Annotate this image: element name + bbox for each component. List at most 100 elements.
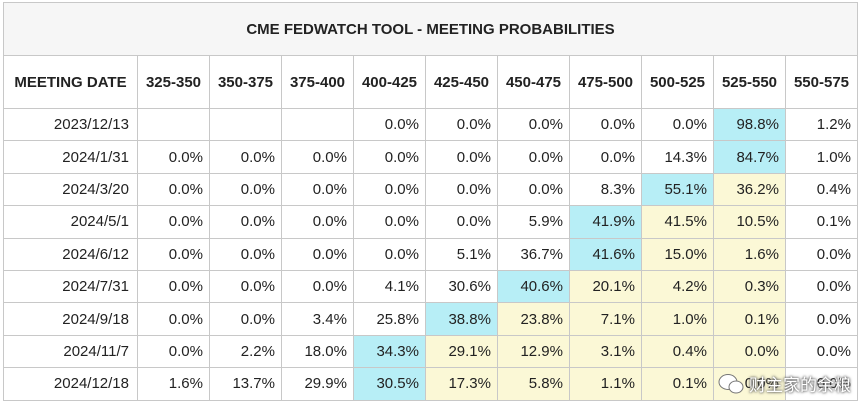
probability-cell: 0.0% bbox=[353, 237, 426, 271]
probability-cell: 55.1% bbox=[641, 172, 714, 207]
probability-cell: 41.6% bbox=[569, 237, 642, 271]
probability-cell: 40.6% bbox=[497, 269, 570, 304]
probability-cell: 0.0% bbox=[569, 140, 642, 174]
probability-cell: 0.0% bbox=[425, 172, 498, 207]
probability-cell: 30.5% bbox=[353, 367, 426, 401]
column-header: 375-400 bbox=[281, 55, 354, 109]
probability-cell: 0.0% bbox=[641, 107, 714, 142]
column-header: 525-550 bbox=[713, 55, 786, 109]
probability-cell: 14.3% bbox=[641, 140, 714, 174]
meeting-date: 2024/1/31 bbox=[3, 140, 138, 174]
probability-cell: 4.1% bbox=[353, 269, 426, 304]
probability-cell: 0.0% bbox=[137, 205, 210, 239]
probability-cell: 1.0% bbox=[785, 140, 858, 174]
probability-cell: 13.7% bbox=[209, 367, 282, 401]
probability-cell bbox=[137, 107, 210, 142]
probability-cell: 0.0% bbox=[137, 302, 210, 336]
table-row: 2024/3/20 0.0% 0.0% 0.0% 0.0% 0.0% 0.0% 8.3% 55.… bbox=[3, 172, 858, 207]
probability-cell: 5.1% bbox=[425, 237, 498, 271]
probability-cell bbox=[281, 107, 354, 142]
probability-cell: 3.1% bbox=[569, 334, 642, 369]
probability-cell: 1.6% bbox=[713, 237, 786, 271]
watermark: 财主家的余粮 bbox=[718, 371, 851, 396]
probability-cell: 34.3% bbox=[353, 334, 426, 369]
probability-cell: 0.0% bbox=[137, 237, 210, 271]
column-header: 475-500 bbox=[569, 55, 642, 109]
probability-cell: 0.3% bbox=[713, 269, 786, 304]
table-wrap: CME FEDWATCH TOOL - MEETING PROBABILITIE… bbox=[3, 2, 858, 401]
meeting-date: 2024/5/1 bbox=[3, 205, 138, 239]
probability-cell: 1.0% bbox=[641, 302, 714, 336]
table-row: 2024/11/7 0.0% 2.2% 18.0% 34.3% 29.1% 12.9% 3.1… bbox=[3, 334, 858, 369]
probability-cell: 2.2% bbox=[209, 334, 282, 369]
probability-cell: 0.4% bbox=[641, 334, 714, 369]
probability-cell: 0.1% bbox=[785, 205, 858, 239]
probability-cell: 84.7% bbox=[713, 140, 786, 174]
column-header: 500-525 bbox=[641, 55, 714, 109]
probability-cell: 0.1% bbox=[641, 367, 714, 401]
meeting-date: 2024/12/18 bbox=[3, 367, 138, 401]
column-header: MEETING DATE bbox=[3, 55, 138, 109]
probability-cell: 41.9% bbox=[569, 205, 642, 239]
probability-cell: 20.1% bbox=[569, 269, 642, 304]
probability-cell: 29.1% bbox=[425, 334, 498, 369]
meeting-date: 2024/6/12 bbox=[3, 237, 138, 271]
probability-cell: 0.0% bbox=[281, 172, 354, 207]
probability-cell: 0.0% bbox=[209, 140, 282, 174]
probability-cell: 1.6% bbox=[137, 367, 210, 401]
probability-cell: 0.0% bbox=[281, 140, 354, 174]
table-head: CME FEDWATCH TOOL - MEETING PROBABILITIE… bbox=[3, 2, 858, 109]
probability-cell: 4.2% bbox=[641, 269, 714, 304]
probability-cell: 0.1% bbox=[713, 302, 786, 336]
probability-cell: 0.0% bbox=[425, 205, 498, 239]
table-title: CME FEDWATCH TOOL - MEETING PROBABILITIE… bbox=[3, 2, 858, 56]
probability-cell: 0.0% bbox=[281, 205, 354, 239]
probability-cell: 0.0% bbox=[209, 269, 282, 304]
probability-table: CME FEDWATCH TOOL - MEETING PROBABILITIE… bbox=[3, 2, 858, 401]
header-row: MEETING DATE 325-350 350-375 375-400 400-425… bbox=[3, 55, 858, 109]
column-header: 450-475 bbox=[497, 55, 570, 109]
column-header: 325-350 bbox=[137, 55, 210, 109]
probability-cell: 0.0% bbox=[785, 334, 858, 369]
probability-cell: 10.5% bbox=[713, 205, 786, 239]
probability-cell: 23.8% bbox=[497, 302, 570, 336]
probability-cell: 0.0% bbox=[353, 140, 426, 174]
column-header: 350-375 bbox=[209, 55, 282, 109]
table-row: 2024/5/1 0.0% 0.0% 0.0% 0.0% 0.0% 5.9% 41.9% 41.… bbox=[3, 205, 858, 239]
table-row: 2024/6/12 0.0% 0.0% 0.0% 0.0% 5.1% 36.7% 41.6% 1… bbox=[3, 237, 858, 271]
probability-cell: 0.0% bbox=[785, 367, 858, 401]
probability-cell: 0.0% bbox=[785, 269, 858, 304]
watermark-text: 财主家的余粮 bbox=[749, 376, 851, 395]
meeting-date: 2024/11/7 bbox=[3, 334, 138, 369]
probability-cell: 29.9% bbox=[281, 367, 354, 401]
meeting-date: 2024/7/31 bbox=[3, 269, 138, 304]
probability-cell: 98.8% bbox=[713, 107, 786, 142]
probability-cell bbox=[209, 107, 282, 142]
probability-cell: 0.0% bbox=[785, 237, 858, 271]
probability-cell: 5.8% bbox=[497, 367, 570, 401]
probability-cell: 5.9% bbox=[497, 205, 570, 239]
probability-cell: 0.4% bbox=[785, 172, 858, 207]
table-row: 2023/12/13 0.0% 0.0% 0.0% 0.0% 0.0% 98.8% 1.2% bbox=[3, 107, 858, 142]
table-body: 2023/12/13 0.0% 0.0% 0.0% 0.0% 0.0% 98.8% 1.2% 2… bbox=[3, 107, 858, 401]
table-row: 2024/7/31 0.0% 0.0% 0.0% 4.1% 30.6% 40.6% 20.1%… bbox=[3, 269, 858, 304]
probability-cell: 0.0% bbox=[209, 172, 282, 207]
probability-cell: 0.0% bbox=[713, 334, 786, 369]
probability-cell: 0.0% bbox=[425, 107, 498, 142]
probability-cell: 36.2% bbox=[713, 172, 786, 207]
probability-cell: 0.0% bbox=[281, 269, 354, 304]
meeting-date: 2024/9/18 bbox=[3, 302, 138, 336]
probability-cell: 0.0% bbox=[137, 334, 210, 369]
probability-cell: 7.1% bbox=[569, 302, 642, 336]
meeting-date: 2023/12/13 bbox=[3, 107, 138, 142]
table-row: 2024/1/31 0.0% 0.0% 0.0% 0.0% 0.0% 0.0% 0.0% 14.… bbox=[3, 140, 858, 174]
table-row: 2024/12/18 1.6% 13.7% 29.9% 30.5% 17.3% 5.8% 1.… bbox=[3, 367, 858, 401]
probability-cell: 15.0% bbox=[641, 237, 714, 271]
probability-cell: 0.0% bbox=[353, 172, 426, 207]
probability-cell: 12.9% bbox=[497, 334, 570, 369]
probability-cell: 0.0% bbox=[497, 172, 570, 207]
probability-cell: 0.0% bbox=[497, 140, 570, 174]
probability-cell: 0.0% bbox=[137, 172, 210, 207]
probability-cell: 1.2% bbox=[785, 107, 858, 142]
